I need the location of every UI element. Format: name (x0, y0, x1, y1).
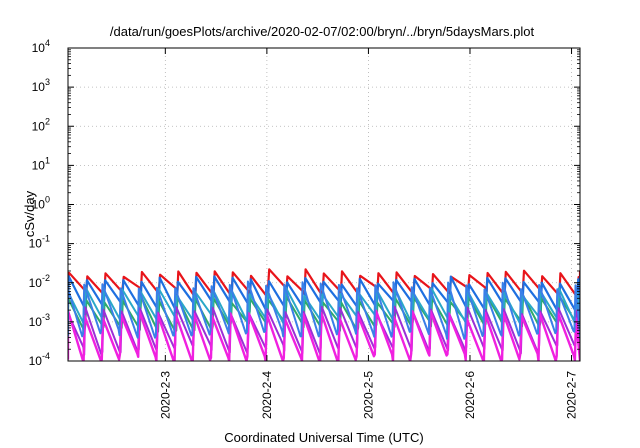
y-tick-label: 101 (32, 155, 50, 172)
y-tick-label: 103 (32, 77, 50, 94)
y-tick-label: 104 (32, 38, 50, 55)
y-tick-label: 10-2 (29, 273, 50, 290)
x-tick-label: 2020-2-6 (463, 371, 477, 419)
x-tick-labels: 2020-2-3 2020-2-4 2020-2-5 2020-2-6 2020-2-7 (158, 371, 578, 419)
y-tick-label: 10-4 (29, 351, 50, 368)
series-line-7 (68, 280, 580, 340)
y-tick-label: 100 (32, 195, 50, 212)
y-tick-label: 10-3 (29, 312, 50, 329)
x-tick-label: 2020-2-5 (361, 371, 375, 419)
y-tick-label: 10-1 (29, 234, 50, 251)
chart-title: /data/run/goesPlots/archive/2020-02-07/0… (110, 24, 535, 39)
y-axis-label: cSv/day (22, 190, 37, 237)
x-tick-label: 2020-2-4 (260, 371, 274, 419)
y-tick-labels: 10-4 10-3 10-2 10-1 100 101 102 103 104 (29, 38, 50, 368)
y-tick-label: 102 (32, 116, 50, 133)
x-tick-label: 2020-2-7 (565, 371, 579, 419)
x-tick-label: 2020-2-3 (158, 371, 172, 419)
x-axis-label: Coordinated Universal Time (UTC) (224, 430, 423, 445)
ticks (68, 47, 580, 362)
